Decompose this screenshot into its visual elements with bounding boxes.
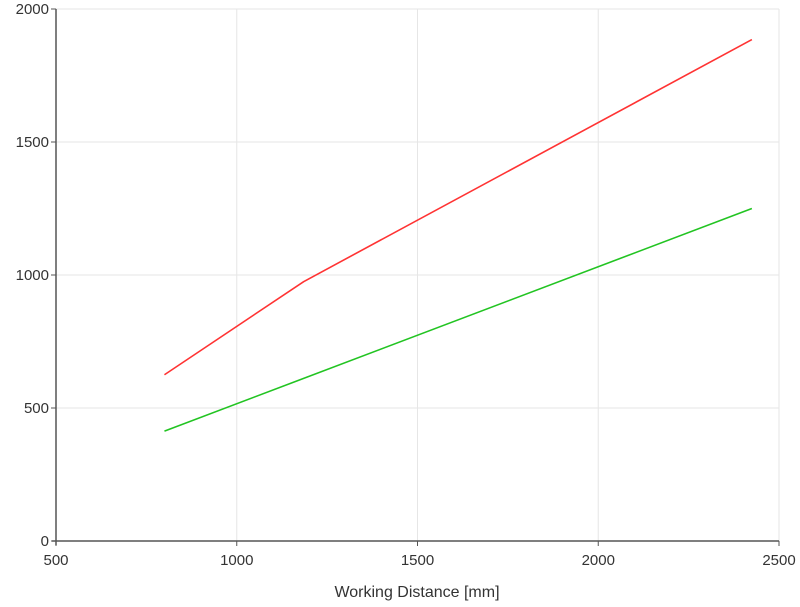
axes — [51, 8, 780, 546]
x-tick-label: 1500 — [401, 552, 434, 569]
x-tick-label: 500 — [43, 552, 68, 569]
x-tick-label: 2000 — [582, 552, 615, 569]
series-line-2 — [164, 207, 753, 432]
y-tick-label: 2000 — [16, 1, 49, 18]
tick-labels: 500 1000 1500 2000 2500 0 500 1000 1500 2000 — [16, 1, 796, 569]
y-tick-label: 0 — [41, 533, 49, 550]
y-tick-label: 1500 — [16, 134, 49, 151]
series-line-1 — [164, 38, 753, 376]
x-tick-label: 2500 — [762, 552, 795, 569]
series-group — [164, 38, 753, 432]
grid — [55, 8, 780, 542]
x-tick-label: 1000 — [220, 552, 253, 569]
x-axis-label: Working Distance [mm] — [334, 584, 499, 601]
y-tick-label: 500 — [24, 400, 49, 417]
y-tick-label: 1000 — [16, 267, 49, 284]
